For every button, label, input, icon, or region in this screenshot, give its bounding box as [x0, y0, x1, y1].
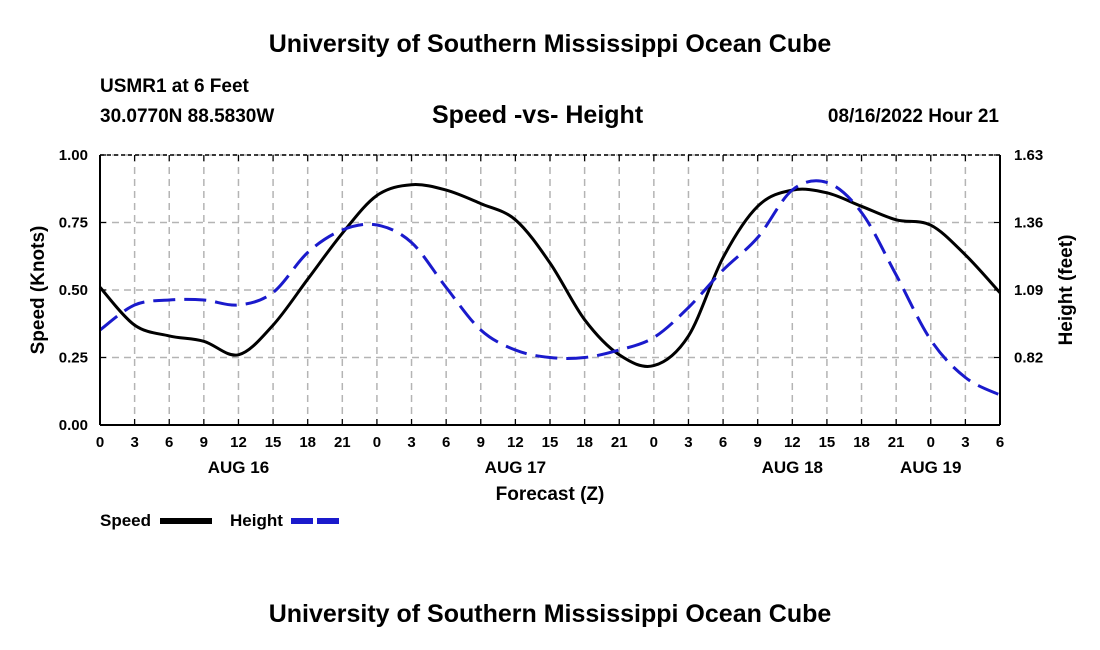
x-tick-label: 15	[819, 434, 836, 451]
y-left-axis-title: Speed (Knots)	[28, 226, 49, 355]
x-date-label: AUG 18	[762, 458, 823, 477]
x-tick-label: 18	[576, 434, 593, 451]
x-date-label: AUG 19	[900, 458, 961, 477]
y-right-tick-label: 1.09	[1014, 282, 1043, 299]
x-tick-label: 18	[853, 434, 870, 451]
footer-title: University of Southern Mississippi Ocean…	[268, 600, 832, 628]
legend-height-label: Height	[230, 511, 283, 530]
height-series-line	[99, 179, 1001, 397]
x-tick-label: 18	[299, 434, 316, 451]
y-left-tick-label: 0.25	[59, 350, 88, 367]
x-tick-label: 3	[407, 434, 415, 451]
x-tick-label: 6	[996, 434, 1004, 451]
axes: 0 3 6 9 12 15 18 21 0 3 6 9 12 15 18 21 0 3 6 9 12 15 18 21 0 3 6 0…	[28, 147, 1077, 505]
x-tick-label: 6	[442, 434, 450, 451]
x-tick-label: 15	[542, 434, 559, 451]
y-right-axis-title: Height (feet)	[1056, 235, 1077, 346]
y-right-tick-label: 0.82	[1014, 350, 1043, 367]
chart-subtitle: Speed -vs- Height	[432, 101, 644, 129]
x-date-label: AUG 16	[208, 458, 269, 477]
chart-title: University of Southern Mississippi Ocean…	[268, 30, 832, 58]
x-tick-label: 6	[165, 434, 173, 451]
x-tick-label: 0	[927, 434, 935, 451]
coordinates-label: 30.0770N 88.5830W	[100, 106, 275, 127]
y-right-tick-label: 1.36	[1014, 215, 1043, 232]
y-left-tick-label: 0.75	[59, 215, 88, 232]
x-tick-label: 12	[507, 434, 524, 451]
x-tick-label: 9	[477, 434, 485, 451]
x-tick-label: 12	[784, 434, 801, 451]
x-tick-label: 9	[200, 434, 208, 451]
x-tick-label: 9	[754, 434, 762, 451]
legend-speed-label: Speed	[100, 511, 151, 530]
x-tick-label: 3	[961, 434, 969, 451]
x-tick-label: 0	[373, 434, 381, 451]
legend: Speed Height	[100, 511, 343, 530]
x-tick-label: 3	[684, 434, 692, 451]
x-tick-label: 21	[888, 434, 905, 451]
x-tick-label: 12	[230, 434, 247, 451]
x-tick-label: 15	[265, 434, 282, 451]
x-tick-label: 6	[719, 434, 727, 451]
x-tick-label: 0	[96, 434, 104, 451]
y-right-tick-label: 1.63	[1014, 147, 1043, 164]
x-date-label: AUG 17	[485, 458, 546, 477]
y-left-tick-label: 0.00	[59, 417, 88, 434]
y-left-tick-label: 0.50	[59, 282, 88, 299]
x-axis-title: Forecast (Z)	[496, 484, 605, 505]
speed-series-line	[98, 183, 1002, 368]
y-left-tick-label: 1.00	[59, 147, 88, 164]
x-tick-label: 21	[334, 434, 351, 451]
series-layer	[98, 179, 1002, 397]
forecast-datetime: 08/16/2022 Hour 21	[827, 106, 999, 127]
x-tick-label: 0	[650, 434, 658, 451]
station-label: USMR1 at 6 Feet	[100, 76, 249, 97]
grid	[100, 154, 1000, 425]
x-tick-label: 21	[611, 434, 628, 451]
x-tick-label: 3	[130, 434, 138, 451]
